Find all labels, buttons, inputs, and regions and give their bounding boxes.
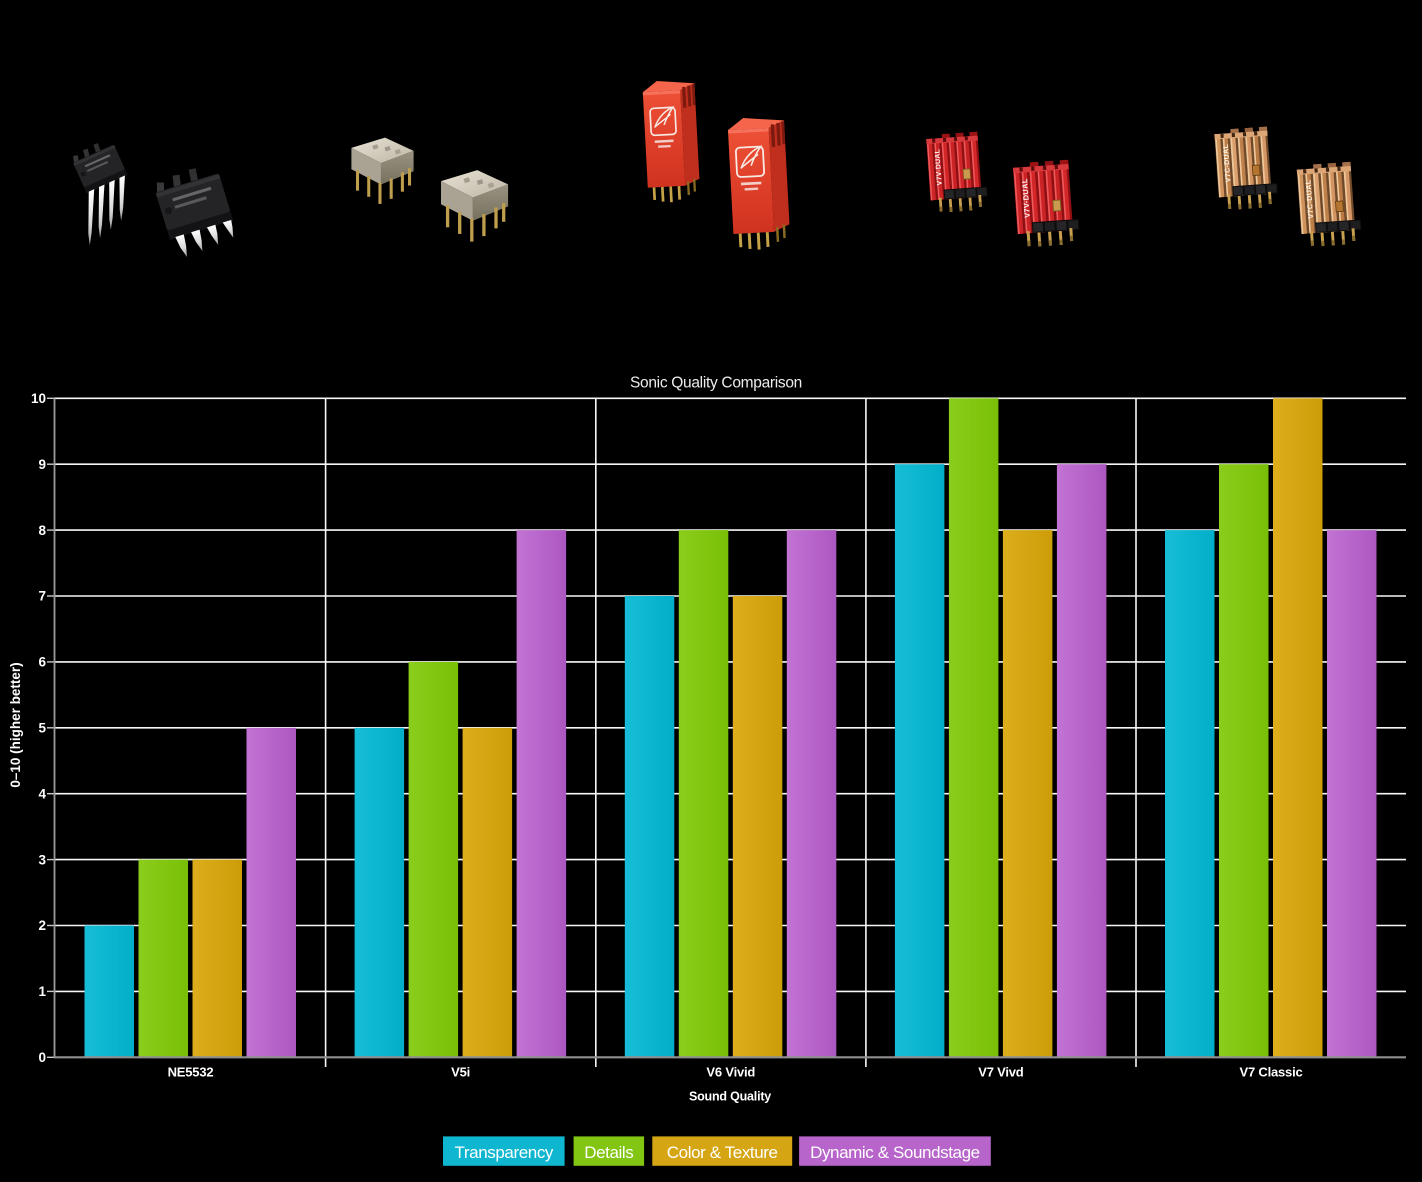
svg-text:1: 1 (38, 984, 46, 999)
svg-text:V5i: V5i (451, 1065, 470, 1080)
svg-text:7: 7 (38, 589, 46, 604)
svg-text:9: 9 (38, 457, 46, 472)
svg-text:2: 2 (38, 918, 46, 933)
svg-text:0: 0 (38, 1050, 46, 1065)
svg-text:3: 3 (38, 852, 46, 867)
svg-text:NE5532: NE5532 (168, 1065, 214, 1080)
svg-text:Sound Quality: Sound Quality (689, 1090, 771, 1104)
svg-text:6: 6 (38, 655, 46, 670)
svg-text:Details: Details (584, 1143, 633, 1162)
svg-text:4: 4 (38, 786, 46, 801)
svg-text:5: 5 (38, 721, 46, 736)
svg-text:0–10 (higher better): 0–10 (higher better) (8, 662, 23, 787)
svg-text:V7 Classic: V7 Classic (1239, 1065, 1302, 1080)
svg-text:8: 8 (38, 523, 46, 538)
svg-text:Dynamic & Soundstage: Dynamic & Soundstage (810, 1143, 980, 1162)
svg-text:Transparency: Transparency (455, 1143, 554, 1162)
svg-text:Color & Texture: Color & Texture (667, 1143, 778, 1162)
svg-text:10: 10 (31, 391, 46, 406)
svg-text:Sonic Quality Comparison: Sonic Quality Comparison (630, 375, 802, 392)
svg-text:V6 Vivid: V6 Vivid (706, 1065, 755, 1080)
svg-text:V7 Vivd: V7 Vivd (978, 1065, 1024, 1080)
